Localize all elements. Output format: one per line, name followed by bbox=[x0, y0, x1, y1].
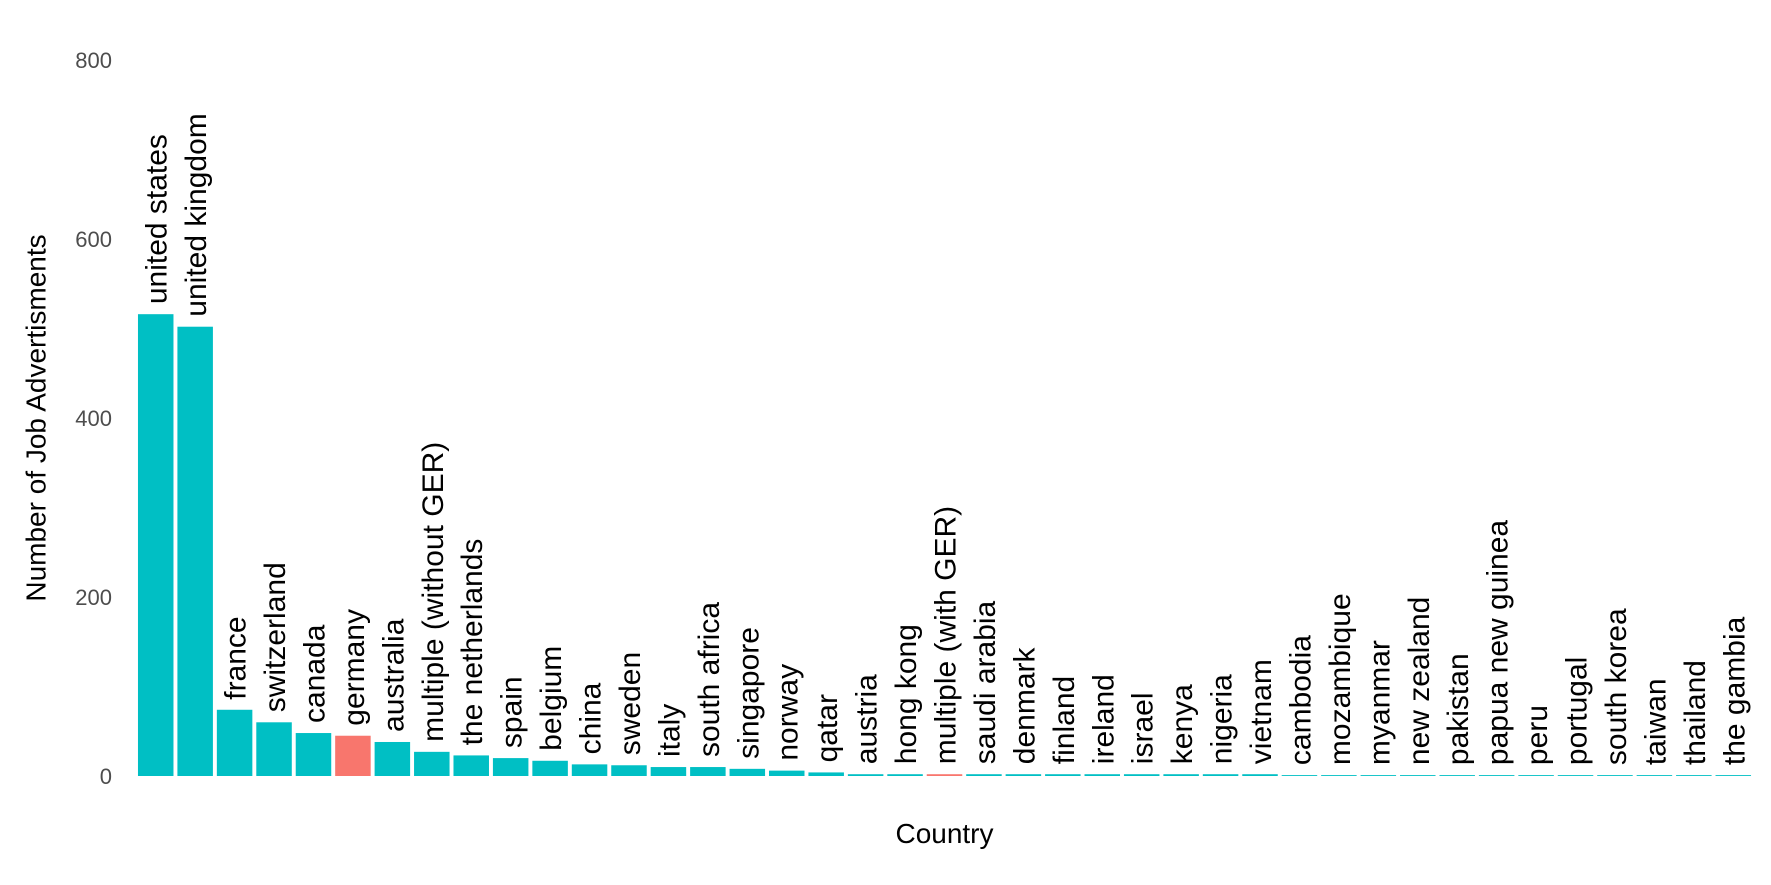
bar bbox=[611, 765, 647, 776]
bar-label: united states bbox=[141, 134, 174, 304]
bar bbox=[1636, 775, 1673, 776]
bar-label: taiwan bbox=[1639, 678, 1672, 765]
bar bbox=[137, 314, 174, 776]
bar-label: vietnam bbox=[1245, 659, 1278, 764]
bar bbox=[1360, 775, 1397, 776]
bar bbox=[847, 774, 884, 776]
bar bbox=[1321, 775, 1357, 776]
bar-label: south korea bbox=[1600, 608, 1633, 765]
bar bbox=[1400, 775, 1436, 776]
bar-label: france bbox=[220, 616, 253, 699]
bar bbox=[808, 772, 844, 776]
y-tick-label: 200 bbox=[75, 585, 112, 610]
bar-label: germany bbox=[338, 609, 371, 726]
bar bbox=[690, 767, 726, 776]
bar bbox=[1439, 775, 1475, 776]
y-tick-label: 800 bbox=[75, 48, 112, 73]
bar bbox=[1518, 775, 1554, 776]
y-axis-title: Number of Job Advertisments bbox=[20, 234, 51, 601]
bar bbox=[1557, 775, 1594, 776]
bar-label: new zealand bbox=[1403, 597, 1436, 765]
bar bbox=[1597, 775, 1633, 776]
bar-label: israel bbox=[1127, 693, 1160, 765]
bar bbox=[532, 760, 568, 776]
y-tick-label: 600 bbox=[75, 227, 112, 252]
bar bbox=[887, 774, 923, 776]
bar-label: myanmar bbox=[1363, 640, 1396, 765]
bar bbox=[1005, 774, 1042, 776]
bar-label: kenya bbox=[1166, 684, 1199, 764]
bar-labels-group: united states united kingdom france switzer… bbox=[141, 113, 1752, 765]
bar-label: qatar bbox=[811, 694, 844, 762]
bar bbox=[926, 774, 963, 776]
bar bbox=[966, 774, 1002, 776]
bar bbox=[571, 764, 608, 776]
bar-label: south africa bbox=[693, 602, 726, 757]
bar-label: spain bbox=[496, 676, 529, 748]
bar-label: cambodia bbox=[1284, 635, 1317, 765]
bar-label: thailand bbox=[1679, 660, 1712, 765]
bar bbox=[1045, 774, 1081, 776]
bar-label: austria bbox=[851, 674, 884, 764]
bar bbox=[216, 709, 253, 776]
bar bbox=[1281, 775, 1318, 776]
bar-label: norway bbox=[772, 664, 805, 761]
bar bbox=[414, 751, 450, 776]
bar bbox=[769, 770, 805, 776]
x-axis-title: Country bbox=[895, 818, 993, 849]
bar bbox=[453, 755, 489, 776]
bar-label: saudi arabia bbox=[969, 600, 1002, 764]
bar-label: nigeria bbox=[1206, 674, 1239, 764]
bar bbox=[374, 741, 411, 776]
bar-label: belgium bbox=[535, 646, 568, 751]
bar bbox=[1676, 775, 1712, 776]
bar-label: italy bbox=[653, 704, 686, 757]
bar-label: sweden bbox=[614, 652, 647, 755]
bar-label: pakistan bbox=[1442, 653, 1475, 765]
bar-label: singapore bbox=[732, 627, 765, 759]
bar-label: multiple (without GER) bbox=[417, 442, 450, 742]
bar bbox=[1084, 774, 1121, 776]
bar-label: papua new guinea bbox=[1482, 520, 1515, 766]
bar-label: canada bbox=[298, 624, 331, 723]
bar bbox=[256, 722, 292, 776]
bar-label: ireland bbox=[1087, 674, 1120, 764]
bar-label: portugal bbox=[1561, 657, 1594, 765]
bar bbox=[650, 767, 687, 776]
bar-label: united kingdom bbox=[180, 113, 213, 316]
bar-label: china bbox=[575, 682, 608, 754]
y-tick-label: 0 bbox=[100, 764, 112, 789]
bar-label: denmark bbox=[1008, 646, 1041, 764]
bar bbox=[1242, 774, 1278, 776]
bar bbox=[177, 326, 213, 776]
y-tick-label: 400 bbox=[75, 406, 112, 431]
y-axis-ticks: 0 200 400 600 800 bbox=[75, 48, 112, 789]
bar bbox=[1202, 774, 1239, 776]
bar-label: multiple (with GER) bbox=[930, 506, 963, 764]
bars-group bbox=[137, 314, 1752, 776]
bar bbox=[1123, 774, 1160, 776]
bar bbox=[335, 735, 371, 776]
bar-label: finland bbox=[1048, 676, 1081, 764]
bar bbox=[1478, 775, 1515, 776]
bar-label: the netherlands bbox=[456, 539, 489, 746]
bar bbox=[1715, 775, 1752, 776]
bar bbox=[492, 758, 529, 776]
bar-label: peru bbox=[1521, 705, 1554, 765]
bar bbox=[729, 768, 766, 776]
bar bbox=[295, 733, 332, 776]
bar-label: the gambia bbox=[1718, 616, 1751, 765]
bar-label: switzerland bbox=[259, 562, 292, 712]
bar-label: hong kong bbox=[890, 624, 923, 764]
bar bbox=[1163, 774, 1199, 776]
bar-label: australia bbox=[377, 618, 410, 732]
bar-label: mozambique bbox=[1324, 593, 1357, 765]
